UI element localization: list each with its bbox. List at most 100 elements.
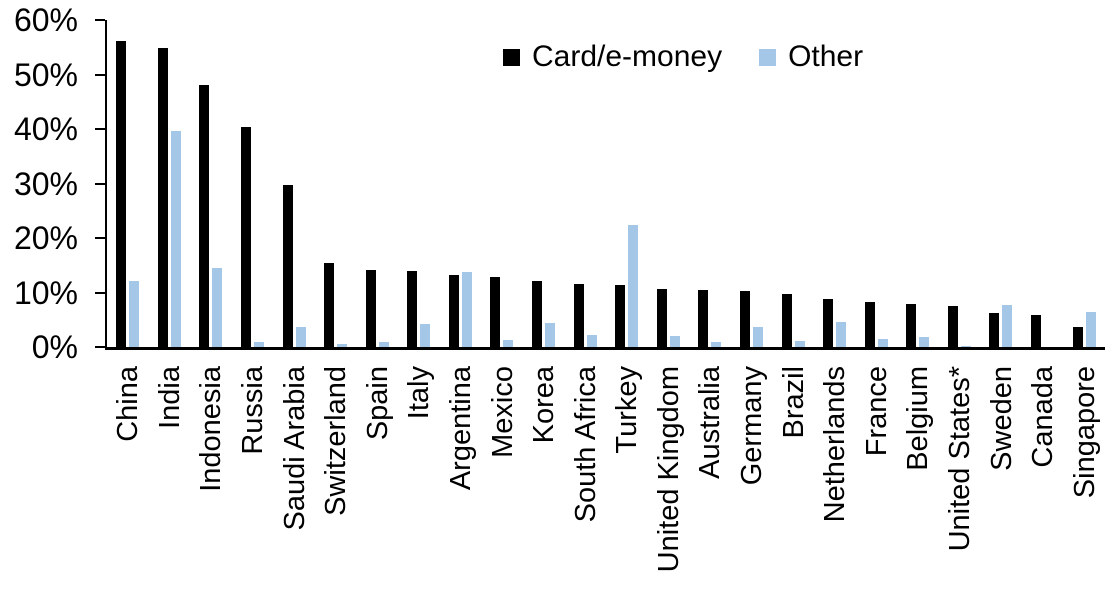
bar-card-e-money-turkey xyxy=(615,285,626,347)
x-axis-label-canada: Canada xyxy=(1027,366,1060,468)
y-axis-tick-60 xyxy=(95,19,105,21)
legend-label-card-e-money: Card/e-money xyxy=(532,40,723,73)
x-axis-label-china: China xyxy=(112,366,145,442)
bar-card-e-money-sweden xyxy=(989,312,1000,347)
x-axis-label-russia: Russia xyxy=(237,366,270,455)
y-axis-tick-label-30: 30% xyxy=(13,165,78,202)
x-axis-label-germany: Germany xyxy=(736,366,769,486)
bar-other-korea xyxy=(545,323,556,347)
bar-card-e-money-united-states xyxy=(947,306,958,347)
bar-other-switzerland xyxy=(337,343,348,347)
bar-other-south-africa xyxy=(586,335,597,347)
legend-label-other: Other xyxy=(788,40,864,73)
bar-card-e-money-netherlands xyxy=(823,299,834,347)
x-axis-label-south-africa: South Africa xyxy=(569,366,602,523)
bar-other-australia xyxy=(711,342,722,347)
bar-group-sweden xyxy=(980,20,1022,347)
bar-other-germany xyxy=(752,327,763,347)
bar-card-e-money-korea xyxy=(532,281,543,347)
x-axis-label-indonesia: Indonesia xyxy=(195,366,228,492)
bar-group-australia xyxy=(689,20,731,347)
bar-group-united-kingdom xyxy=(648,20,690,347)
bar-card-e-money-italy xyxy=(407,270,418,347)
bar-card-e-money-saudi-arabia xyxy=(282,185,293,347)
x-axis-label-switzerland: Switzerland xyxy=(320,366,353,516)
bar-other-saudi-arabia xyxy=(295,326,306,347)
bar-group-netherlands xyxy=(814,20,856,347)
bar-group-brazil xyxy=(772,20,814,347)
bar-card-e-money-argentina xyxy=(448,275,459,347)
bar-card-e-money-united-kingdom xyxy=(656,288,667,347)
bar-card-e-money-brazil xyxy=(781,294,792,347)
y-axis-tick-0 xyxy=(95,346,105,348)
y-axis-tick-40 xyxy=(95,128,105,130)
bar-group-saudi-arabia xyxy=(273,20,315,347)
bar-other-united-kingdom xyxy=(669,335,680,347)
x-axis-label-turkey: Turkey xyxy=(611,366,644,454)
bar-other-spain xyxy=(378,342,389,347)
plot-area xyxy=(105,20,1105,350)
bar-group-south-africa xyxy=(564,20,606,347)
bar-group-canada xyxy=(1022,20,1064,347)
bar-other-india xyxy=(170,131,181,347)
y-axis-tick-label-40: 40% xyxy=(13,111,78,147)
bar-other-brazil xyxy=(794,341,805,347)
y-axis-tick-label-60: 60% xyxy=(13,2,78,38)
legend: Card/e-money Other xyxy=(503,41,863,73)
x-axis-label-mexico: Mexico xyxy=(486,366,519,458)
bar-group-spain xyxy=(356,20,398,347)
bar-card-e-money-south-africa xyxy=(573,284,584,347)
legend-swatch-other xyxy=(759,48,777,66)
bar-other-china xyxy=(129,280,140,347)
bar-card-e-money-australia xyxy=(698,290,709,347)
x-axis-label-australia: Australia xyxy=(694,366,727,479)
bar-card-e-money-china xyxy=(116,41,127,347)
bar-other-indonesia xyxy=(212,267,223,347)
bar-other-argentina xyxy=(461,272,472,347)
bar-other-united-states xyxy=(960,345,971,347)
bar-group-united-states xyxy=(939,20,981,347)
y-axis-tick-label-50: 50% xyxy=(13,56,78,93)
bar-group-indonesia xyxy=(190,20,232,347)
bar-group-switzerland xyxy=(315,20,357,347)
bar-other-belgium xyxy=(919,337,930,347)
x-axis-label-sweden: Sweden xyxy=(985,366,1018,471)
bar-group-china xyxy=(107,20,149,347)
x-axis-label-singapore: Singapore xyxy=(1068,366,1101,499)
y-axis-tick-label-10: 10% xyxy=(13,274,78,311)
x-axis-label-netherlands: Netherlands xyxy=(819,366,852,523)
bar-group-germany xyxy=(731,20,773,347)
legend-swatch-card-e-money xyxy=(503,48,520,66)
bar-card-e-money-canada xyxy=(1031,314,1041,347)
bar-card-e-money-russia xyxy=(241,127,252,347)
x-axis-label-india: India xyxy=(153,366,186,429)
bar-card-e-money-switzerland xyxy=(324,262,335,347)
bar-card-e-money-france xyxy=(864,301,875,347)
x-axis-label-united-states: United States* xyxy=(943,366,976,552)
bar-other-singapore xyxy=(1085,311,1096,347)
x-axis-label-brazil: Brazil xyxy=(777,366,810,439)
bar-group-russia xyxy=(232,20,274,347)
bar-card-e-money-india xyxy=(157,47,168,347)
x-axis-label-saudi-arabia: Saudi Arabia xyxy=(278,366,311,531)
x-axis-label-spain: Spain xyxy=(361,366,394,441)
bar-group-mexico xyxy=(481,20,523,347)
bar-group-korea xyxy=(523,20,565,347)
y-axis-tick-10 xyxy=(95,291,105,294)
bar-group-india xyxy=(149,20,191,347)
x-axis-label-france: France xyxy=(860,366,893,457)
x-axis-label-argentina: Argentina xyxy=(444,366,477,491)
bar-card-e-money-spain xyxy=(365,270,376,347)
x-axis-label-united-kingdom: United Kingdom xyxy=(652,366,685,573)
bar-other-turkey xyxy=(628,225,639,347)
bar-other-netherlands xyxy=(836,321,847,347)
y-axis-tick-50 xyxy=(95,73,105,76)
bar-other-sweden xyxy=(1002,305,1013,347)
bar-other-italy xyxy=(420,323,431,347)
bar-group-italy xyxy=(398,20,440,347)
bar-group-argentina xyxy=(440,20,482,347)
bar-card-e-money-belgium xyxy=(906,303,917,347)
y-axis-tick-30 xyxy=(95,182,105,185)
bar-card-e-money-indonesia xyxy=(199,84,210,347)
